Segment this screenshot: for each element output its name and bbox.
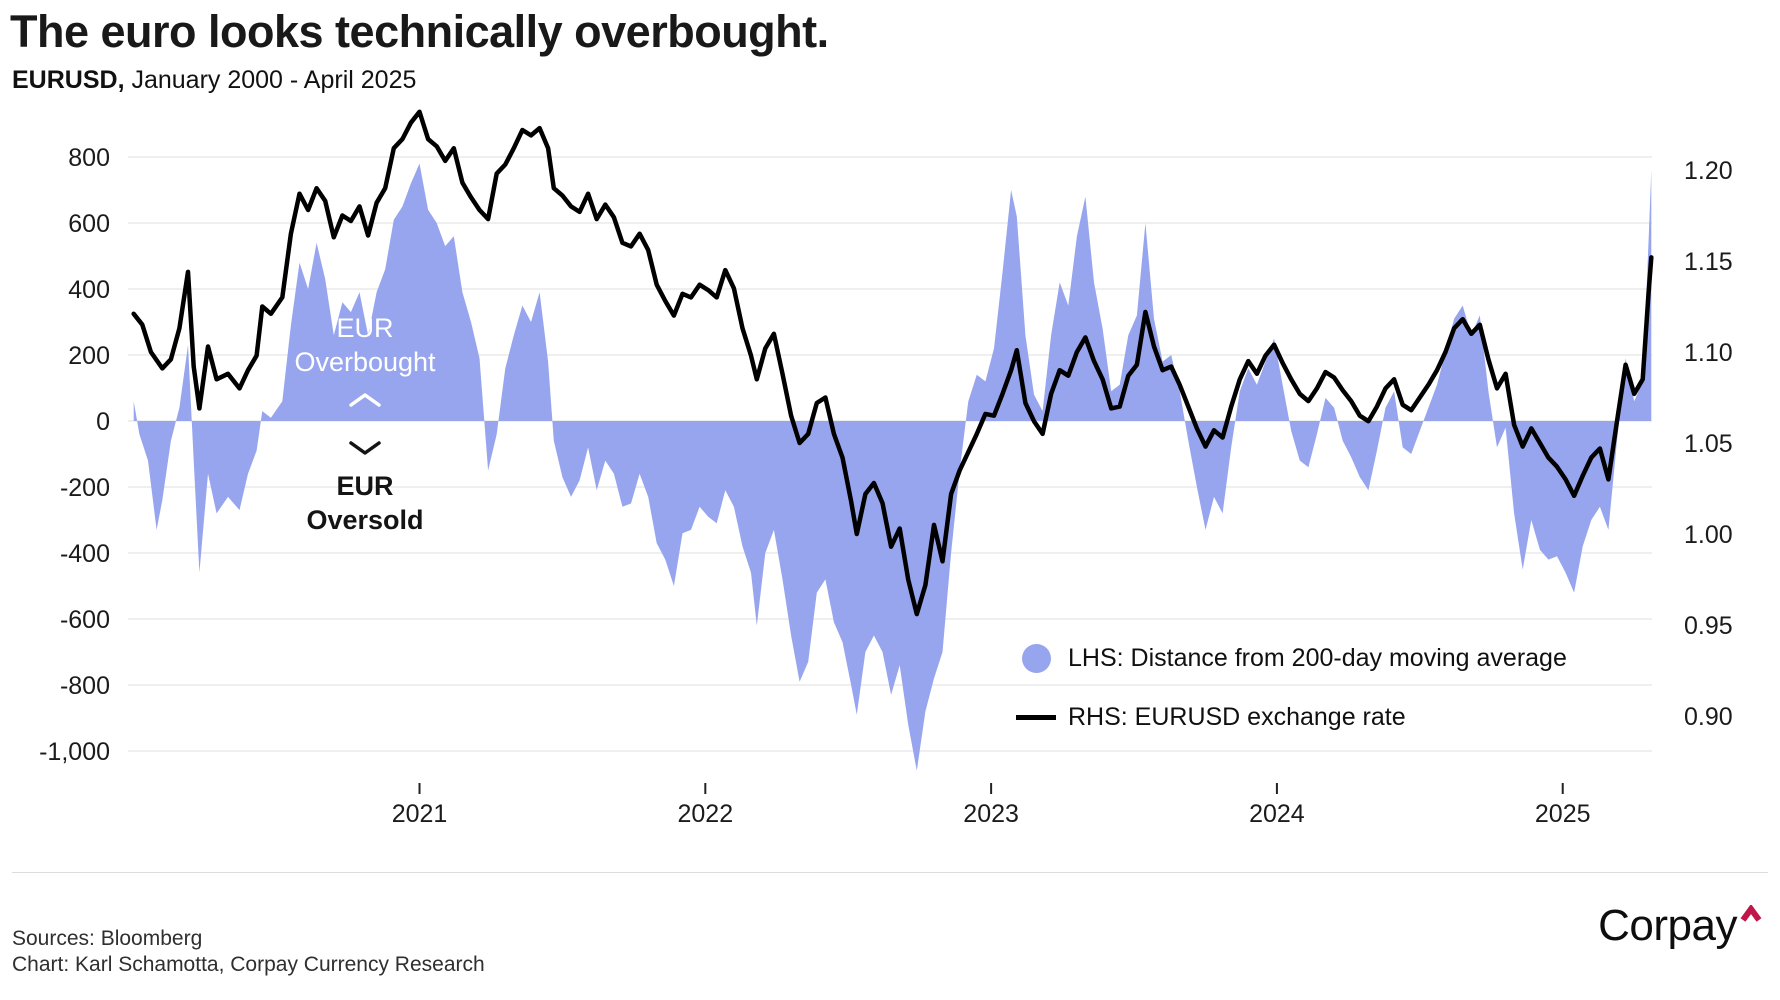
x-axis-tick-label: 2021 xyxy=(392,800,448,828)
corpay-logo: Corpay xyxy=(1598,902,1762,950)
chevron-up-icon xyxy=(349,393,381,407)
legend-label-distance: LHS: Distance from 200-day moving averag… xyxy=(1068,643,1567,672)
y-axis-right-tick-label: 0.90 xyxy=(1684,703,1733,731)
legend-item-rate: RHS: EURUSD exchange rate xyxy=(1016,702,1567,732)
corpay-logo-text: Corpay xyxy=(1598,901,1737,950)
chart-subtitle: EURUSD, January 2000 - April 2025 xyxy=(12,66,416,95)
subtitle-range: January 2000 - April 2025 xyxy=(124,66,417,94)
x-axis-tick-label: 2023 xyxy=(963,800,1019,828)
line-series-marker xyxy=(1016,714,1056,720)
y-axis-right-tick-label: 1.10 xyxy=(1684,339,1733,367)
x-axis-tick-label: 2022 xyxy=(678,800,734,828)
oversold-line2: Oversold xyxy=(306,505,424,535)
chevron-down-icon xyxy=(349,441,381,455)
corpay-caret-icon xyxy=(1740,905,1762,922)
y-axis-left-tick-label: 800 xyxy=(68,144,110,172)
overbought-annotation: EUR Overbought xyxy=(255,311,475,379)
circle-marker-icon xyxy=(1021,643,1051,673)
y-axis-right-tick-label: 1.20 xyxy=(1684,157,1733,185)
y-axis-right-tick-label: 1.05 xyxy=(1684,430,1733,458)
y-axis-left-tick-label: 600 xyxy=(68,210,110,238)
y-axis-left-tick-label: -1,000 xyxy=(39,738,110,766)
credit-text: Chart: Karl Schamotta, Corpay Currency R… xyxy=(12,953,485,976)
legend-label-rate: RHS: EURUSD exchange rate xyxy=(1068,702,1406,731)
y-axis-right-tick-label: 1.15 xyxy=(1684,248,1733,276)
overbought-line1: EUR xyxy=(336,313,394,343)
y-axis-left-tick-label: -600 xyxy=(60,606,110,634)
sources-text: Sources: Bloomberg xyxy=(12,927,203,950)
y-axis-left-tick-label: -200 xyxy=(60,474,110,502)
legend: LHS: Distance from 200-day moving averag… xyxy=(1016,643,1567,761)
y-axis-left-tick-label: -400 xyxy=(60,540,110,568)
subtitle-ticker: EURUSD, xyxy=(12,66,125,94)
overbought-line2: Overbought xyxy=(294,347,436,377)
x-axis-tick-label: 2025 xyxy=(1535,800,1591,828)
x-axis-tick-label: 2024 xyxy=(1249,800,1305,828)
area-series-marker xyxy=(1016,643,1056,673)
distance-area-series xyxy=(133,163,1652,771)
oversold-annotation: EUR Oversold xyxy=(255,469,475,537)
y-axis-left-tick-label: 400 xyxy=(68,276,110,304)
oversold-line1: EUR xyxy=(336,471,394,501)
line-marker-icon xyxy=(1016,714,1056,720)
y-axis-left-tick-label: 0 xyxy=(96,408,110,436)
footer-divider xyxy=(12,872,1768,873)
y-axis-right-tick-label: 0.95 xyxy=(1684,612,1733,640)
chart-title: The euro looks technically overbought. xyxy=(10,6,829,57)
eurusd-line-series xyxy=(131,109,1654,617)
y-axis-right-tick-label: 1.00 xyxy=(1684,521,1733,549)
y-axis-left-tick-label: 200 xyxy=(68,342,110,370)
y-axis-left-tick-label: -800 xyxy=(60,672,110,700)
legend-item-distance: LHS: Distance from 200-day moving averag… xyxy=(1016,643,1567,673)
